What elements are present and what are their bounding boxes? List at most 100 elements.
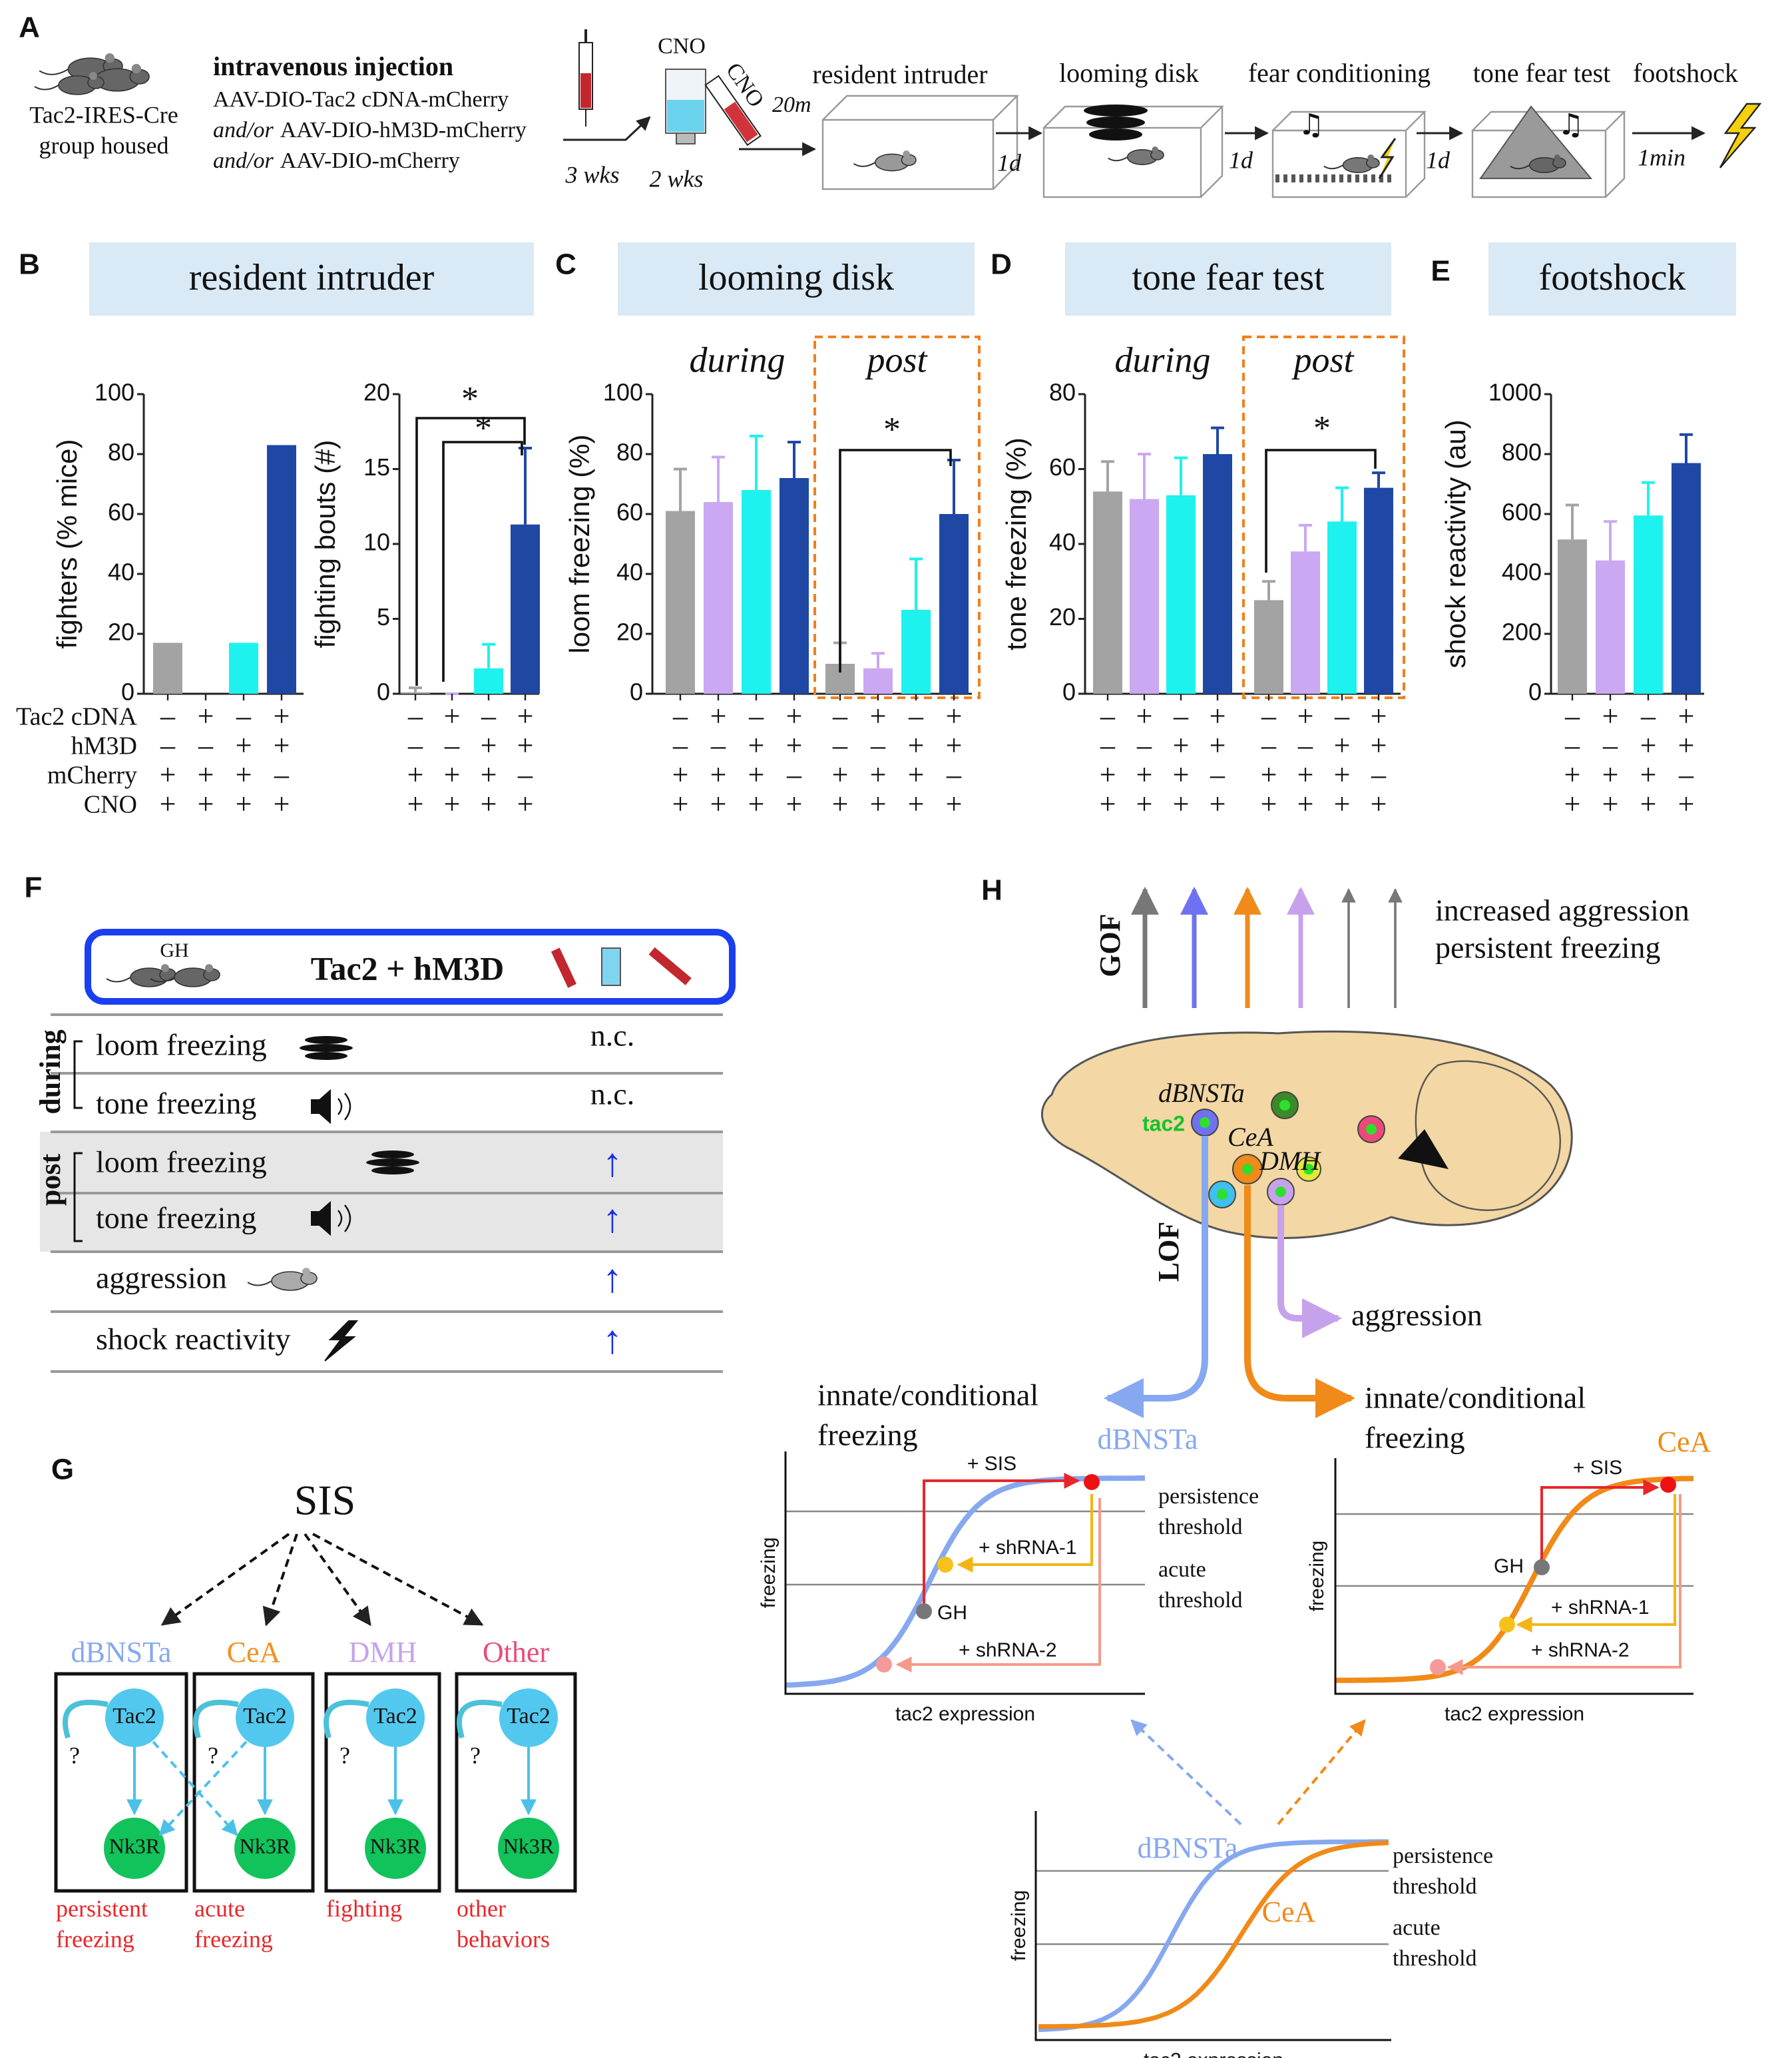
autocrine-arrow (457, 1699, 503, 1739)
significance-star: * (475, 409, 492, 447)
bar (666, 511, 695, 694)
shift-arrow (1516, 1494, 1676, 1633)
ventricle (1398, 1129, 1449, 1169)
mouse-icon (105, 53, 114, 63)
y-tick-label: 80 (1049, 379, 1076, 406)
state-dot (1084, 1474, 1100, 1490)
group-label: during (1114, 340, 1210, 380)
condition-sign: + (1100, 758, 1116, 791)
label: tone fear test (1473, 58, 1611, 88)
label: acute (1158, 1557, 1206, 1582)
condition-sign: + (946, 729, 963, 762)
panel-label: D (991, 248, 1012, 281)
region-box (54, 1672, 188, 1893)
y-tick-label: 80 (616, 439, 643, 466)
cell-dots (1366, 1124, 1377, 1135)
dashed-arrow (1130, 1719, 1242, 1826)
loom-icon (300, 1044, 353, 1052)
y-axis-label: loom freezing (%) (564, 434, 595, 653)
condition-sign: + (1210, 729, 1226, 762)
condition-sign: + (786, 788, 803, 820)
bar (401, 692, 430, 694)
group-label: post (1291, 340, 1355, 380)
condition-sign: – (407, 729, 423, 762)
condition-sign: + (908, 729, 925, 762)
condition-sign: + (407, 758, 424, 791)
arena-box (1042, 105, 1224, 198)
column-label: Other (483, 1636, 550, 1669)
bar (1254, 600, 1283, 694)
label: aggression (1351, 1298, 1482, 1332)
condition-sign: + (444, 788, 461, 820)
condition-sign: – (1371, 758, 1387, 791)
dashed-arrow (312, 1533, 484, 1626)
label: freezing (1365, 1421, 1465, 1455)
row-label: tone freezing (96, 1201, 256, 1235)
condition-sign: + (517, 788, 534, 820)
condition-sign: + (1297, 700, 1314, 732)
autocrine-arrow (193, 1699, 239, 1739)
bar (901, 610, 931, 694)
condition-sign: – (672, 729, 688, 762)
behavior-label: acute (194, 1895, 245, 1922)
tac2-node (499, 1688, 558, 1747)
condition-sign: – (870, 729, 886, 762)
y-tick-label: 800 (1502, 439, 1542, 466)
condition-sign: – (1297, 729, 1313, 762)
bar (1672, 463, 1701, 694)
change-mark: n.c. (590, 1019, 634, 1053)
label: threshold (1158, 1588, 1243, 1613)
label: 2 wks (650, 165, 704, 192)
plain-part: AAV-DIO-mCherry (280, 148, 460, 173)
condition-sign: + (1136, 788, 1153, 820)
axis-label: freezing (758, 1537, 780, 1609)
label: threshold (1393, 1874, 1477, 1899)
axis-label: freezing (1306, 1541, 1328, 1612)
condition-sign: – (1136, 729, 1152, 762)
plain-part: AAV-DIO-hM3D-mCherry (280, 118, 527, 142)
nk3r-node (365, 1818, 426, 1879)
condition-sign: – (444, 729, 460, 762)
condition-sign: + (160, 788, 176, 820)
state-dot (916, 1603, 932, 1619)
condition-sign: – (786, 758, 802, 791)
tac2-node (236, 1688, 294, 1747)
label: looming disk (698, 257, 894, 298)
label: persistence (1158, 1484, 1259, 1509)
y-axis-label: fighters (% mice) (51, 439, 83, 648)
condition-sign: + (1334, 729, 1351, 762)
error-bar (787, 441, 801, 478)
condition-label: hM3D (71, 732, 137, 760)
error-bar (909, 557, 923, 610)
shift-arrow (1447, 1494, 1681, 1675)
error-bar (1604, 520, 1617, 561)
condition-sign: + (1602, 700, 1619, 732)
label: Tac2 + hM3D (311, 949, 505, 987)
error-bar (712, 455, 725, 502)
mouse-icon (853, 162, 876, 167)
group-label: during (34, 1029, 67, 1114)
red-syringe (551, 947, 576, 988)
label: dBNSTa (1138, 1832, 1238, 1864)
condition-sign: + (748, 758, 765, 791)
condition-sign: + (1334, 758, 1351, 791)
y-tick-label: 20 (616, 619, 643, 646)
header-box (618, 242, 975, 316)
condition-sign: + (1602, 758, 1619, 791)
label: Tac2 (243, 1704, 287, 1728)
shock-icon (1719, 103, 1762, 168)
injection-text: and/or AAV-DIO-hM3D-mCherry (213, 118, 527, 142)
panel-label: B (19, 248, 40, 281)
curve (1038, 1839, 1389, 2033)
significance-bracket (415, 417, 526, 686)
condition-sign: + (1640, 758, 1657, 791)
loom-icon (366, 1158, 419, 1166)
header-box (1488, 242, 1736, 316)
curve (1335, 1475, 1694, 1683)
y-tick-label: 20 (363, 379, 390, 406)
behavior-label: fighting (326, 1895, 402, 1922)
bar (1203, 454, 1232, 694)
error-bar (409, 686, 422, 692)
y-tick-label: 600 (1502, 499, 1542, 526)
condition-sign: + (444, 700, 461, 732)
